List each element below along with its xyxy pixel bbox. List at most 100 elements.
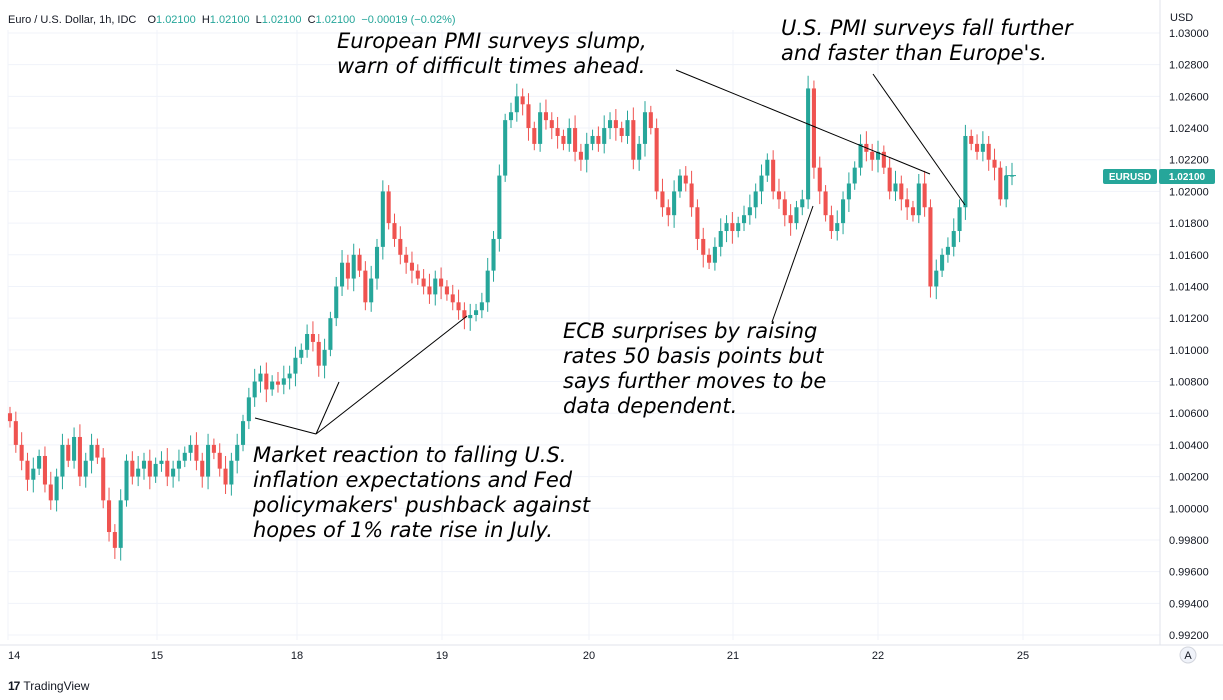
candle: [607, 112, 613, 140]
candle: [439, 267, 444, 300]
candle-body: [538, 112, 543, 144]
candle: [299, 343, 304, 365]
candle-body: [42, 455, 47, 485]
price-tag-value: 1.02100: [1169, 172, 1206, 183]
leader-market-3: [315, 315, 468, 435]
candle-body: [858, 143, 863, 168]
leader-ecb: [771, 205, 814, 323]
candle-body: [823, 191, 828, 216]
candle: [875, 140, 881, 173]
candle: [573, 115, 578, 162]
candle: [613, 109, 618, 141]
candle-body: [386, 191, 391, 224]
price-axis[interactable]: USD 1.03000 1.02800 1.02600 1.02400 1.02200 1.…: [1159, 0, 1209, 645]
candle: [800, 189, 805, 216]
date-label: 15: [151, 650, 163, 662]
tradingview-brand[interactable]: 17 TradingView: [8, 679, 89, 693]
candle-body: [584, 143, 589, 160]
candle: [444, 280, 449, 301]
candle: [153, 457, 158, 483]
candle: [508, 102, 514, 129]
candle: [450, 284, 455, 311]
candle: [940, 248, 945, 277]
candle-body: [112, 532, 117, 548]
candle-body: [992, 159, 997, 168]
candle-body: [427, 286, 432, 295]
candle-body: [573, 128, 578, 152]
candle-body: [357, 254, 362, 271]
candle-body: [503, 120, 508, 176]
candle-body: [881, 151, 886, 168]
candle: [887, 158, 892, 200]
candle-body: [77, 436, 82, 477]
candle-body: [642, 112, 648, 144]
candle: [398, 226, 403, 265]
candle-body: [800, 199, 805, 208]
candle-body: [567, 128, 572, 144]
candle-body: [724, 223, 729, 232]
candle: [328, 311, 333, 357]
candle-body: [182, 452, 187, 461]
candle: [677, 169, 682, 198]
candle-body: [275, 381, 281, 385]
candle: [683, 166, 688, 192]
candle-body: [934, 270, 939, 287]
candle: [287, 365, 292, 390]
candle: [188, 435, 193, 461]
annotation-lines: [254, 69, 966, 435]
candle: [7, 406, 13, 428]
candle-body: [963, 135, 968, 208]
candle: [206, 433, 211, 490]
price-tick-label: 1.00200: [1169, 472, 1209, 484]
symbol-title: Euro / U.S. Dollar, 1h, IDC: [8, 14, 136, 26]
time-axis[interactable]: 14 15 18 19 20 21 22 25: [0, 644, 1223, 662]
candle-body: [474, 310, 479, 315]
price-tick-label: 1.02600: [1169, 91, 1209, 103]
candle: [776, 178, 782, 209]
candle-body: [13, 421, 18, 445]
candle-body: [969, 135, 974, 144]
price-tick-label: 1.02800: [1169, 60, 1209, 72]
candle-body: [159, 460, 164, 464]
candle-body: [578, 151, 583, 160]
candle-body: [340, 262, 345, 287]
candle-body: [37, 455, 42, 469]
candle-body: [479, 302, 484, 311]
currency-label: USD: [1170, 12, 1193, 24]
annotation-ecb: ECB surprises by raising rates 50 basis …: [563, 319, 833, 418]
price-tick-label: 0.99200: [1169, 630, 1209, 642]
auto-scale-button[interactable]: A: [1179, 646, 1197, 664]
candle: [404, 246, 409, 274]
candle: [31, 457, 36, 493]
candle-body: [101, 457, 106, 501]
candle-body: [316, 341, 321, 366]
date-label: 18: [291, 650, 303, 662]
candle-body: [171, 468, 176, 477]
candle: [246, 387, 251, 430]
candle: [975, 134, 980, 160]
candle: [759, 164, 764, 205]
candle-body: [444, 286, 449, 295]
candle: [905, 188, 910, 220]
candle: [468, 303, 473, 331]
candle: [270, 375, 275, 396]
candle: [340, 250, 345, 296]
candle: [753, 183, 758, 219]
candle-body: [415, 270, 420, 279]
candle-body: [852, 167, 857, 184]
candle: [106, 487, 112, 542]
price-tick-label: 1.01200: [1169, 313, 1209, 325]
annotation-us-pmi: U.S. PMI surveys fall further and faster…: [781, 16, 1079, 65]
candle: [532, 121, 537, 151]
candle: [66, 438, 71, 468]
candle: [363, 261, 368, 311]
candle: [945, 237, 950, 263]
candle-body: [951, 231, 956, 247]
candle-body: [369, 278, 374, 303]
candle: [176, 449, 181, 482]
candle-body: [345, 262, 350, 279]
candle: [619, 121, 624, 143]
candle: [147, 449, 152, 490]
candle-body: [975, 143, 980, 152]
